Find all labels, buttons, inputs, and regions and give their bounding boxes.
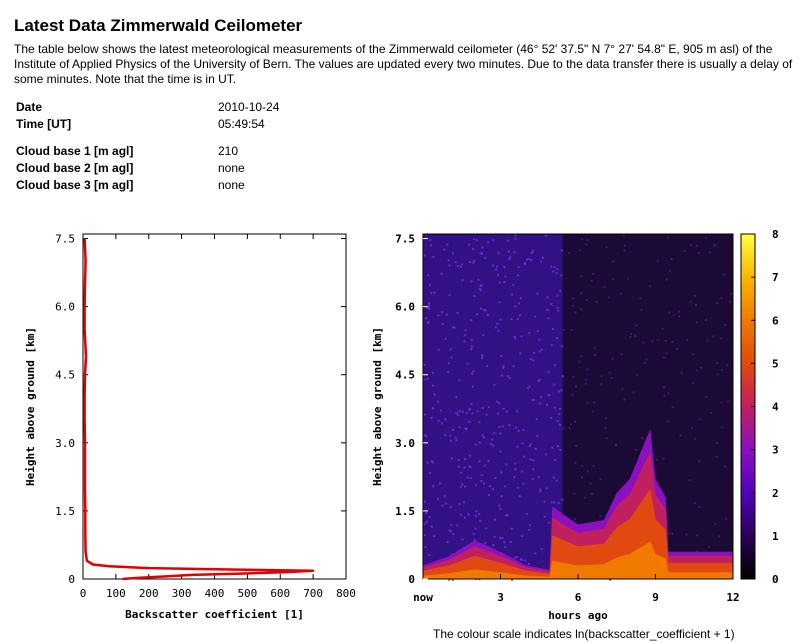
y-tick-label: 7.5 bbox=[55, 233, 75, 246]
measurement-value: 05:49:54 bbox=[218, 117, 265, 131]
x-tick-label: 600 bbox=[270, 587, 290, 600]
heatmap-noisy-region bbox=[423, 234, 563, 579]
plot-frame bbox=[82, 233, 347, 580]
y-tick-label: 0 bbox=[408, 573, 415, 586]
x-tick-label: 500 bbox=[237, 587, 257, 600]
colorbar-tick-label: 6 bbox=[772, 314, 779, 327]
x-tick-label: 12 bbox=[726, 591, 739, 604]
colorbar-tick-label: 4 bbox=[772, 401, 779, 414]
y-tick-label: 1.5 bbox=[55, 505, 75, 518]
page-title: Latest Data Zimmerwald Ceilometer bbox=[14, 16, 303, 35]
colorbar-tick-label: 5 bbox=[772, 357, 779, 370]
measurement-label: Date bbox=[16, 100, 43, 114]
x-axis-title: Backscatter coefficient [1] bbox=[125, 608, 304, 621]
colorbar-tick-label: 2 bbox=[772, 487, 779, 500]
measurement-label: Cloud base 2 [m agl] bbox=[16, 161, 134, 175]
colorbar-tick-label: 0 bbox=[772, 573, 779, 586]
y-tick-label: 6.0 bbox=[55, 301, 75, 314]
x-axis-title: hours ago bbox=[548, 609, 608, 622]
colorbar-tick-label: 3 bbox=[772, 444, 779, 457]
x-tick-label: 300 bbox=[172, 587, 192, 600]
x-tick-label: 0 bbox=[80, 587, 87, 600]
x-tick-label: 6 bbox=[575, 591, 582, 604]
x-tick-label: 200 bbox=[139, 587, 159, 600]
y-axis-title: Height above ground [km] bbox=[24, 327, 37, 486]
y-tick-label: 0 bbox=[68, 573, 75, 586]
boundary-layer-core bbox=[423, 541, 733, 579]
x-tick-label: 800 bbox=[336, 587, 356, 600]
measurement-value: 210 bbox=[218, 144, 239, 158]
profile-line bbox=[83, 238, 315, 581]
backscatter-profile-chart: 0 100 200 300 400 500 600 700 800 0 1.5 3.0 4.5 6.0 7.… bbox=[24, 233, 356, 621]
y-tick-label: 1.5 bbox=[395, 505, 415, 518]
y-axis-title: Height above ground [km] bbox=[371, 327, 384, 486]
x-tick-label: 700 bbox=[303, 587, 323, 600]
x-tick-label: 400 bbox=[205, 587, 225, 600]
y-tick-label: 3.0 bbox=[395, 437, 415, 450]
y-tick-label: 6.0 bbox=[395, 301, 415, 314]
measurement-label: Cloud base 3 [m agl] bbox=[16, 178, 134, 192]
intro-text: The table below shows the latest meteoro… bbox=[14, 42, 793, 86]
colorbar-tick-label: 7 bbox=[772, 271, 779, 284]
x-tick-label: 100 bbox=[106, 587, 126, 600]
y-tick-label: 3.0 bbox=[55, 437, 75, 450]
x-tick-label: now bbox=[413, 591, 433, 604]
measurement-value: none bbox=[218, 161, 245, 175]
x-tick-label: 9 bbox=[652, 591, 659, 604]
measurement-label: Time [UT] bbox=[16, 117, 72, 131]
x-tick-label: 3 bbox=[497, 591, 504, 604]
measurement-value: 2010-10-24 bbox=[218, 100, 280, 114]
colorbar-tick-label: 8 bbox=[772, 228, 779, 241]
colorbar-tick-label: 1 bbox=[772, 530, 779, 543]
y-tick-label: 4.5 bbox=[55, 369, 75, 382]
y-tick-label: 4.5 bbox=[395, 369, 415, 382]
measurement-label: Cloud base 1 [m agl] bbox=[16, 144, 134, 158]
measurement-value: none bbox=[218, 178, 245, 192]
y-tick-label: 7.5 bbox=[395, 233, 415, 246]
colour-scale-caption: The colour scale indicates ln(backscatte… bbox=[433, 627, 735, 641]
